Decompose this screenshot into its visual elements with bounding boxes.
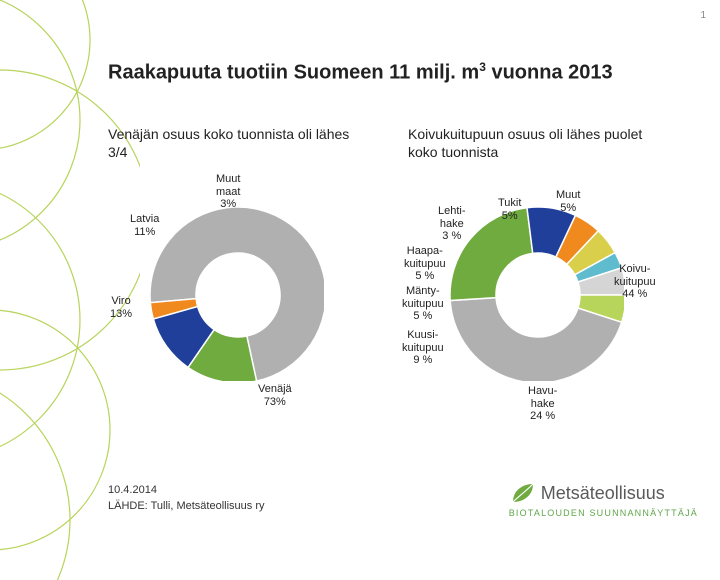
- slice-label: Viro13%: [110, 295, 132, 320]
- brand-block: Metsäteollisuus BIOTALOUDEN SUUNNANNÄYTT…: [509, 480, 698, 518]
- title-post: vuonna 2013: [486, 62, 613, 84]
- title-sup: 3: [479, 60, 486, 74]
- chart-right-area: Koivu-kuitupuu44 %Havu-hake24 %Kuusi-kui…: [408, 165, 668, 425]
- footer-date: 10.4.2014: [108, 484, 265, 496]
- donut-chart: [148, 205, 324, 381]
- chart-left-subtitle: Venäjän osuus koko tuonnista oli lähes 3…: [108, 125, 368, 165]
- slice-label: Tukit5%: [498, 197, 521, 222]
- brand-name: Metsäteollisuus: [541, 483, 665, 504]
- slice-label: Koivu-kuitupuu44 %: [614, 263, 656, 301]
- slice-label: Havu-hake24 %: [528, 385, 557, 423]
- chart-right-subtitle: Koivukuitupuun osuus oli lähes puolet ko…: [408, 125, 668, 165]
- slice-label: Muutmaat3%: [216, 173, 240, 211]
- title-pre: Raakapuuta tuotiin Suomeen 11 milj. m: [108, 62, 479, 84]
- slice-label: Kuusi-kuitupuu9 %: [402, 329, 444, 367]
- chart-left-block: Venäjän osuus koko tuonnista oli lähes 3…: [108, 125, 368, 425]
- charts-container: Venäjän osuus koko tuonnista oli lähes 3…: [108, 125, 668, 425]
- donut-chart: [448, 205, 624, 381]
- footer: 10.4.2014 LÄHDE: Tulli, Metsäteollisuus …: [108, 484, 265, 512]
- footer-source: LÄHDE: Tulli, Metsäteollisuus ry: [108, 500, 265, 512]
- page-number: 1: [700, 10, 706, 21]
- brand-tagline: BIOTALOUDEN SUUNNANNÄYTTÄJÄ: [509, 508, 698, 518]
- slice-label: Muut5%: [556, 189, 580, 214]
- chart-right-block: Koivukuitupuun osuus oli lähes puolet ko…: [408, 125, 668, 425]
- page-title: Raakapuuta tuotiin Suomeen 11 milj. m3 v…: [108, 60, 613, 85]
- slice-label: Lehti-hake3 %: [438, 205, 466, 243]
- chart-left-area: Venäjä73% Viro13% Latvia11% Muutmaat3%: [108, 165, 368, 425]
- slice-label: Mänty-kuitupuu5 %: [402, 285, 444, 323]
- slice-label: Venäjä73%: [258, 383, 292, 408]
- brand-leaf-icon: [509, 480, 535, 506]
- slice-label: Latvia11%: [130, 213, 159, 238]
- slice-label: Haapa-kuitupuu5 %: [404, 245, 446, 283]
